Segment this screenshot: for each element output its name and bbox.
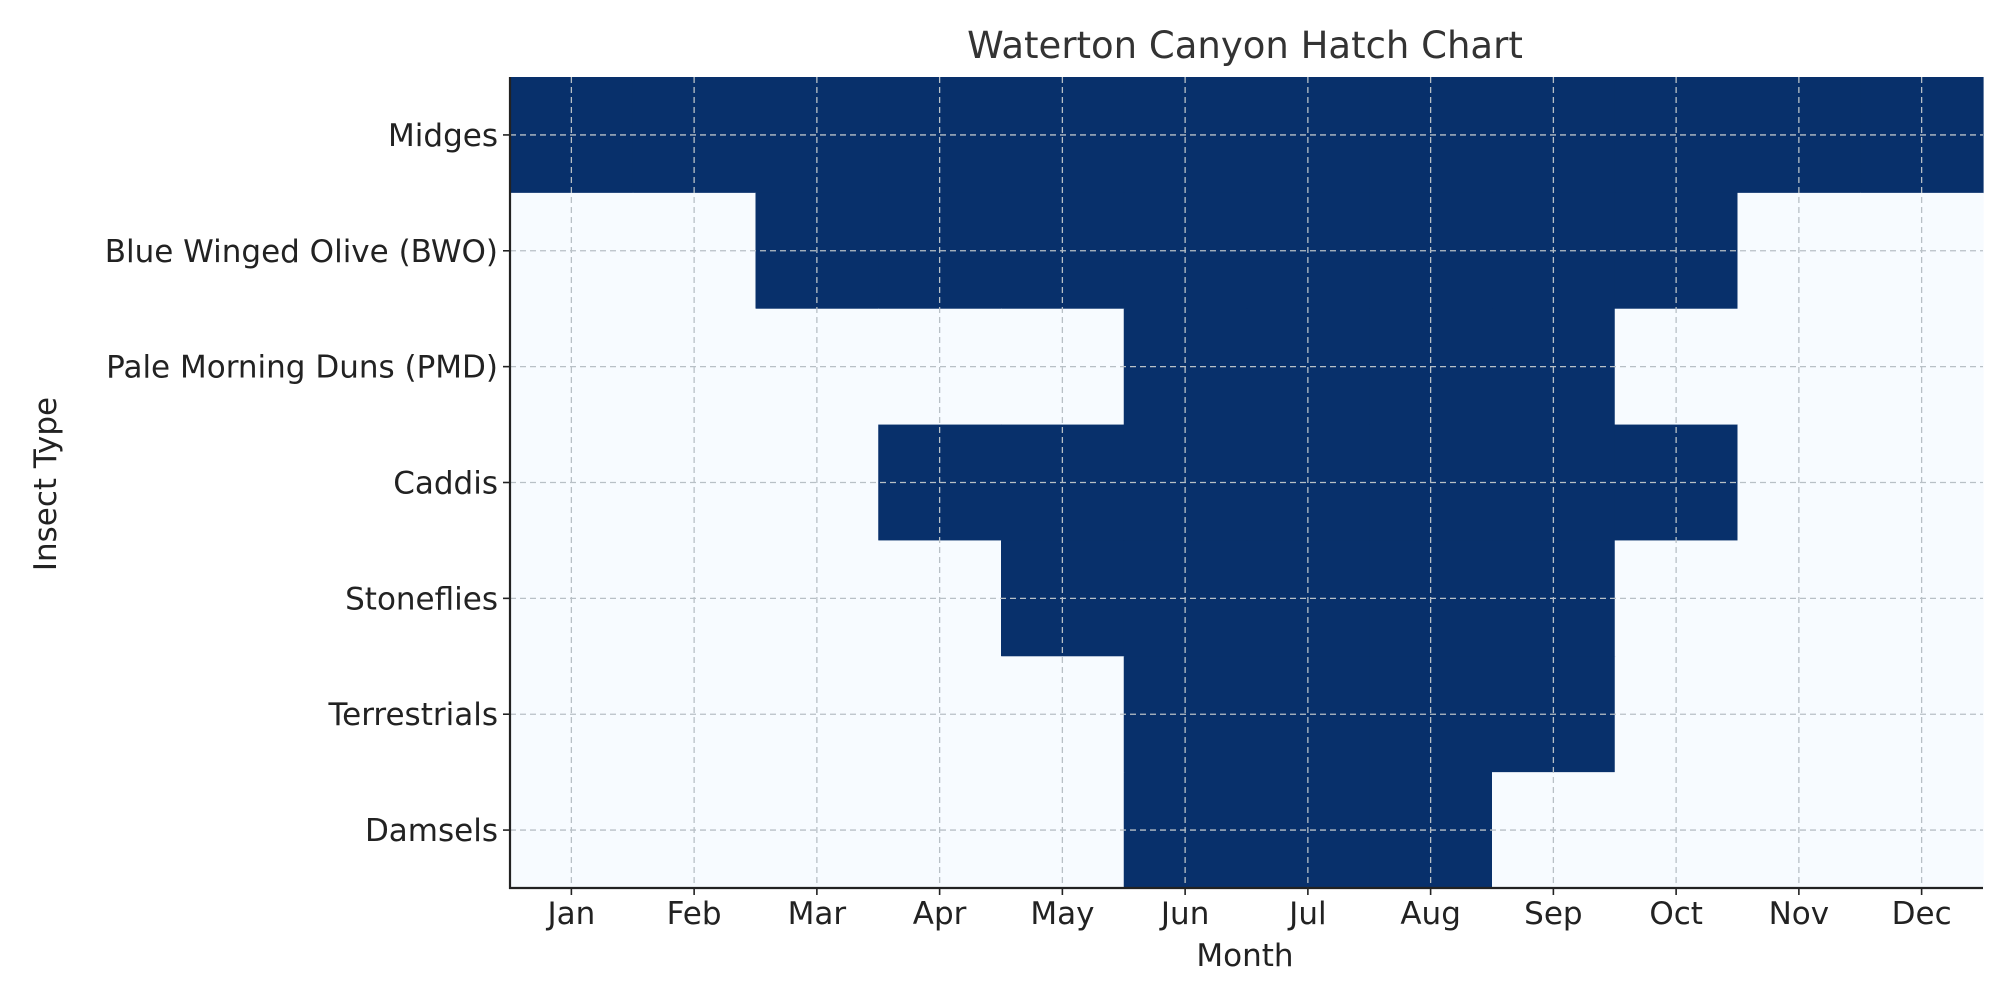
x-axis-label: Month — [1196, 938, 1293, 974]
x-tick-label-jan: Jan — [545, 896, 595, 932]
y-tick-label-terrestrials: Terrestrials — [327, 697, 498, 733]
x-tick-label-may: May — [1030, 896, 1094, 932]
heatmap-cell-midges-mar — [755, 77, 879, 194]
grid-lines — [510, 77, 1983, 888]
x-tick-label-aug: Aug — [1400, 896, 1461, 932]
y-tick-label-blue-winged-olive-bwo: Blue Winged Olive (BWO) — [105, 234, 498, 270]
y-tick-label-caddis: Caddis — [393, 466, 498, 502]
y-tick-label-damsels: Damsels — [365, 813, 498, 849]
x-tick-label-nov: Nov — [1769, 896, 1830, 932]
x-tick-label-oct: Oct — [1649, 896, 1703, 932]
heatmap-cell-terrestrials-mar — [755, 656, 879, 773]
x-tick-label-dec: Dec — [1892, 896, 1952, 932]
y-tick-label-midges: Midges — [388, 118, 498, 154]
x-tick-label-mar: Mar — [788, 896, 847, 932]
y-axis-label: Insect Type — [28, 397, 64, 571]
x-tick-label-apr: Apr — [913, 896, 967, 932]
x-tick-label-sep: Sep — [1524, 896, 1582, 932]
chart-title: Waterton Canyon Hatch Chart — [967, 24, 1523, 67]
heatmap-cell-terrestrials-jul — [1246, 656, 1370, 773]
tick-labels: Jan Feb Mar Apr May Jun Jul Aug Sep Oct Nov Dec Midg… — [105, 118, 1952, 932]
y-tick-label-stoneflies: Stoneflies — [345, 581, 498, 617]
heatmap-cell-midges-jul — [1246, 77, 1370, 194]
x-tick-label-feb: Feb — [667, 896, 722, 932]
y-tick-label-pale-morning-duns-pmd: Pale Morning Duns (PMD) — [106, 350, 498, 386]
x-tick-label-jul: Jul — [1287, 896, 1326, 932]
x-tick-label-jun: Jun — [1159, 896, 1209, 932]
